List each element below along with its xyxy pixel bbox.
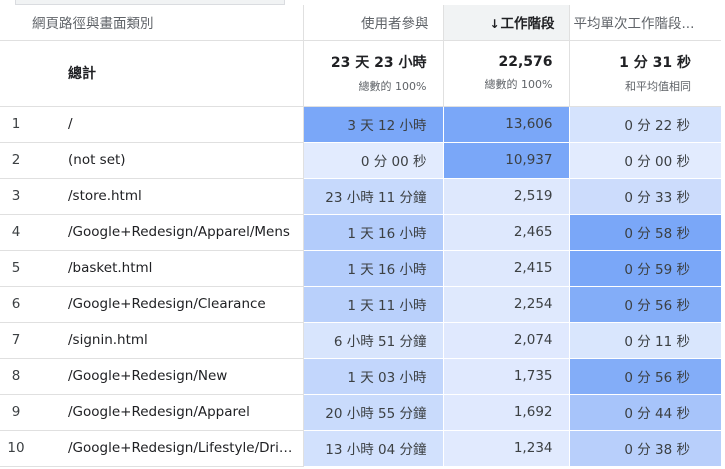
totals-user-engagement-value: 23 天 23 小時: [330, 55, 427, 71]
user-engagement-cell: 0 分 00 秒: [303, 142, 444, 179]
avg-engagement-cell: 0 分 00 秒: [569, 142, 721, 179]
avg-engagement-cell: 0 分 58 秒: [569, 214, 721, 251]
user-engagement-cell: 1 天 16 小時: [303, 250, 444, 287]
table-row[interactable]: 2 (not set) 0 分 00 秒 10,937 0 分 00 秒: [0, 142, 721, 179]
page-path-link[interactable]: /Google+Redesign/Clearance: [68, 296, 266, 312]
totals-row: 總計 23 天 23 小時 總數的 100% 22,576 總數的 100% 1…: [0, 40, 721, 107]
page-path-cell[interactable]: 6/Google+Redesign/Clearance: [0, 286, 304, 323]
page-path-cell[interactable]: 8/Google+Redesign/New: [0, 358, 304, 395]
user-engagement-cell: 13 小時 04 分鐘: [303, 430, 444, 467]
row-rank: 8: [11, 368, 21, 384]
totals-avg-engagement-sub: 和平均值相同: [625, 80, 691, 93]
page-path-cell[interactable]: 10/Google+Redesign/Lifestyle/Drinkware: [0, 430, 304, 467]
page-path-link[interactable]: /store.html: [68, 188, 142, 204]
table-row[interactable]: 10/Google+Redesign/Lifestyle/Drinkware13…: [0, 430, 721, 467]
column-header-user-engagement-label: 使用者參與: [361, 16, 429, 33]
totals-user-engagement-sub: 總數的 100%: [358, 80, 427, 93]
user-engagement-cell: 20 小時 55 分鐘: [303, 394, 444, 431]
avg-engagement-cell: 0 分 33 秒: [569, 178, 721, 215]
sessions-cell: 2,519: [443, 178, 570, 215]
row-rank: 2: [11, 152, 21, 168]
page-path-link[interactable]: /Google+Redesign/Lifestyle/Drinkware: [68, 440, 300, 456]
user-engagement-cell: 6 小時 51 分鐘: [303, 322, 444, 359]
column-header-page-path-label: 網頁路徑與畫面類別: [32, 16, 154, 33]
page-path-cell[interactable]: 4/Google+Redesign/Apparel/Mens: [0, 214, 304, 251]
avg-engagement-cell: 0 分 56 秒: [569, 286, 721, 323]
row-rank: 4: [11, 224, 21, 240]
sessions-cell: 10,937: [443, 142, 570, 179]
totals-user-engagement: 23 天 23 小時 總數的 100%: [303, 40, 444, 107]
report-table: 網頁路徑與畫面類別 使用者參與 ↓工作階段 平均單次工作階段... 總計 23 …: [0, 5, 721, 467]
row-rank: 6: [11, 296, 21, 312]
column-header-avg-session-engagement[interactable]: 平均單次工作階段...: [569, 5, 721, 41]
page-path-link[interactable]: /basket.html: [68, 260, 153, 276]
user-engagement-cell: 1 天 03 小時: [303, 358, 444, 395]
totals-label: 總計: [0, 40, 304, 107]
user-engagement-cell: 1 天 16 小時: [303, 214, 444, 251]
sessions-cell: 2,465: [443, 214, 570, 251]
header-row: 網頁路徑與畫面類別 使用者參與 ↓工作階段 平均單次工作階段...: [0, 5, 721, 41]
sessions-cell: 1,692: [443, 394, 570, 431]
totals-sessions: 22,576 總數的 100%: [443, 40, 570, 107]
sessions-cell: 1,234: [443, 430, 570, 467]
column-header-sessions-label: 工作階段: [500, 16, 555, 33]
row-rank: 10: [7, 440, 25, 456]
avg-engagement-cell: 0 分 22 秒: [569, 106, 721, 143]
row-rank: 9: [11, 404, 21, 420]
row-rank: 3: [11, 188, 21, 204]
totals-avg-engagement: 1 分 31 秒 和平均值相同: [569, 40, 721, 107]
user-engagement-cell: 3 天 12 小時: [303, 106, 444, 143]
avg-engagement-cell: 0 分 59 秒: [569, 250, 721, 287]
totals-sessions-value: 22,576: [498, 54, 553, 70]
sessions-cell: 1,735: [443, 358, 570, 395]
avg-engagement-cell: 0 分 44 秒: [569, 394, 721, 431]
sessions-cell: 2,074: [443, 322, 570, 359]
table-row[interactable]: 7/signin.html 6 小時 51 分鐘 2,074 0 分 11 秒: [0, 322, 721, 359]
avg-engagement-cell: 0 分 56 秒: [569, 358, 721, 395]
table-row[interactable]: 5/basket.html 1 天 16 小時 2,415 0 分 59 秒: [0, 250, 721, 287]
page-path-link[interactable]: /: [68, 116, 73, 132]
page-path-cell[interactable]: 5/basket.html: [0, 250, 304, 287]
sessions-cell: 2,254: [443, 286, 570, 323]
sessions-cell: 2,415: [443, 250, 570, 287]
user-engagement-cell: 23 小時 11 分鐘: [303, 178, 444, 215]
avg-engagement-cell: 0 分 11 秒: [569, 322, 721, 359]
column-header-sessions[interactable]: ↓工作階段: [443, 5, 570, 41]
page-path-cell[interactable]: 2 (not set): [0, 142, 304, 179]
sort-descending-icon: ↓: [489, 17, 500, 32]
page-path-cell[interactable]: 3/store.html: [0, 178, 304, 215]
table-row[interactable]: 8/Google+Redesign/New 1 天 03 小時 1,735 0 分 5…: [0, 358, 721, 395]
column-header-user-engagement[interactable]: 使用者參與: [303, 5, 444, 41]
page-path-link[interactable]: /signin.html: [68, 332, 148, 348]
table-row[interactable]: 6/Google+Redesign/Clearance 1 天 11 小時 2,25…: [0, 286, 721, 323]
row-rank: 5: [11, 260, 21, 276]
totals-sessions-sub: 總數的 100%: [484, 78, 553, 91]
page-path-cell[interactable]: 1/: [0, 106, 304, 143]
tab-strip: [0, 0, 725, 5]
table-row[interactable]: 1/3 天 12 小時 13,606 0 分 22 秒: [0, 106, 721, 143]
tab-stub[interactable]: [15, 0, 285, 5]
column-header-avg-label: 平均單次工作階段...: [573, 16, 695, 33]
sessions-cell: 13,606: [443, 106, 570, 143]
page-path-link[interactable]: /Google+Redesign/Apparel/Mens: [68, 224, 290, 240]
page-path-cell[interactable]: 9/Google+Redesign/Apparel: [0, 394, 304, 431]
table-row[interactable]: 9/Google+Redesign/Apparel 20 小時 55 分鐘 1,69…: [0, 394, 721, 431]
page-path-link[interactable]: /Google+Redesign/Apparel: [68, 404, 250, 420]
row-rank: 7: [11, 332, 21, 348]
page-path-link[interactable]: /Google+Redesign/New: [68, 368, 228, 384]
page-path-cell[interactable]: 7/signin.html: [0, 322, 304, 359]
page-path-link[interactable]: (not set): [68, 152, 126, 168]
column-header-page-path[interactable]: 網頁路徑與畫面類別: [0, 5, 304, 41]
avg-engagement-cell: 0 分 38 秒: [569, 430, 721, 467]
table-row[interactable]: 4/Google+Redesign/Apparel/Mens 1 天 16 小時 2…: [0, 214, 721, 251]
row-rank: 1: [11, 116, 21, 132]
totals-avg-engagement-value: 1 分 31 秒: [619, 55, 691, 71]
table-row[interactable]: 3/store.html 23 小時 11 分鐘 2,519 0 分 33 秒: [0, 178, 721, 215]
user-engagement-cell: 1 天 11 小時: [303, 286, 444, 323]
